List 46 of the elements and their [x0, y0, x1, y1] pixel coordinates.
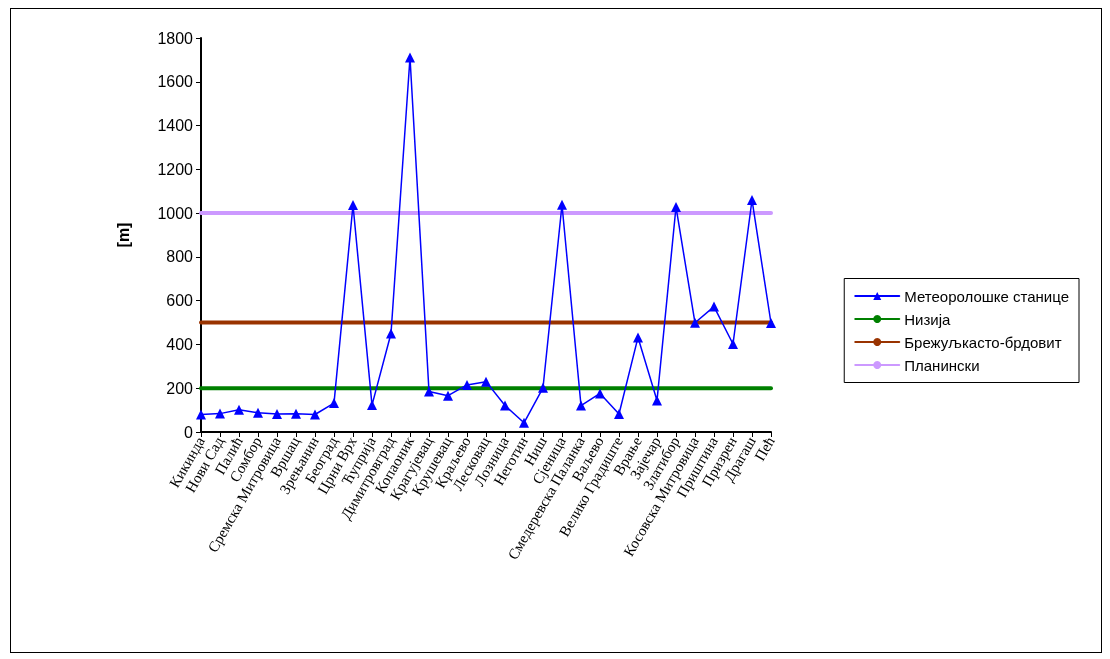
- legend-label: Низија: [904, 310, 952, 328]
- y-tick-label: 1000: [157, 204, 194, 222]
- point: [595, 388, 605, 399]
- point: [500, 400, 510, 411]
- point: [272, 409, 282, 420]
- point: [747, 194, 757, 205]
- point: [424, 386, 434, 397]
- point: [462, 379, 472, 390]
- point: [215, 408, 225, 419]
- point: [728, 339, 738, 350]
- y-axis-title: [m]: [114, 222, 132, 248]
- point: [443, 390, 453, 401]
- point: [652, 395, 662, 406]
- point: [253, 407, 263, 418]
- point: [348, 200, 358, 211]
- y-tick-label: 800: [166, 248, 194, 266]
- y-tick-label: 600: [166, 292, 194, 310]
- y-tick-label: 0: [184, 423, 194, 441]
- y-tick-label: 200: [166, 379, 194, 397]
- point: [196, 409, 206, 420]
- y-tick-label: 1600: [157, 73, 194, 91]
- legend-label: Планински: [904, 356, 980, 374]
- point: [310, 409, 320, 420]
- legend-label: Брежуљкасто-брдовит: [904, 333, 1062, 351]
- point: [576, 400, 586, 411]
- point: [690, 317, 700, 328]
- point: [234, 404, 244, 415]
- y-tick-label: 1200: [157, 160, 194, 178]
- point: [329, 398, 339, 409]
- point: [291, 408, 301, 419]
- legend-label: Метеоролошке станице: [904, 287, 1070, 305]
- point: [709, 301, 719, 312]
- point: [481, 376, 491, 387]
- point: [519, 417, 529, 428]
- point: [367, 400, 377, 411]
- point: [633, 332, 643, 343]
- point: [766, 317, 776, 328]
- point: [671, 201, 681, 212]
- point: [614, 409, 624, 420]
- y-tick-label: 1400: [157, 117, 194, 135]
- point: [405, 52, 415, 63]
- point: [557, 199, 567, 210]
- point: [386, 328, 396, 339]
- y-tick-label: 1800: [157, 29, 194, 47]
- point: [538, 382, 548, 393]
- y-tick-label: 400: [166, 335, 194, 353]
